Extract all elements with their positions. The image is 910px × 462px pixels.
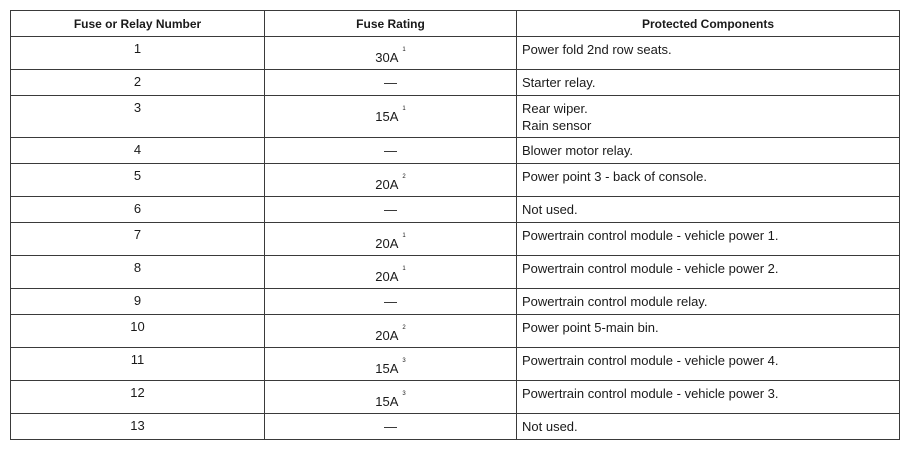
- protected-components-cell: Power fold 2nd row seats.: [516, 36, 900, 70]
- protected-components-cell: Powertrain control module - vehicle powe…: [516, 222, 900, 256]
- header-fuse-number: Fuse or Relay Number: [10, 10, 265, 37]
- footnote-marker: 1: [402, 106, 406, 112]
- fuse-rating-value: 15A: [375, 394, 399, 409]
- fuse-rating-cell: 15A 3: [264, 347, 517, 381]
- fuse-rating-value: —: [384, 419, 397, 434]
- protected-components-cell: Not used.: [516, 413, 900, 440]
- table-row: 1 30A 1 Power fold 2nd row seats.: [10, 36, 900, 70]
- fuse-table: Fuse or Relay Number Fuse Rating Protect…: [10, 10, 900, 440]
- table-row: 5 20A 2 Power point 3 - back of console.: [10, 163, 900, 197]
- footnote-marker: 3: [402, 358, 406, 364]
- fuse-rating-value: —: [384, 294, 397, 309]
- component-line: Powertrain control module relay.: [522, 294, 708, 309]
- fuse-rating-cell: 15A 3: [264, 380, 517, 414]
- fuse-rating-cell: —: [264, 288, 517, 315]
- fuse-rating-cell: 15A 1: [264, 95, 517, 138]
- protected-components-cell: Starter relay.: [516, 69, 900, 96]
- component-line: Blower motor relay.: [522, 143, 634, 158]
- fuse-rating-value: —: [384, 143, 397, 158]
- table-row: 7 20A 1 Powertrain control module - vehicle…: [10, 222, 900, 256]
- protected-components-cell: Power point 5-main bin.: [516, 314, 900, 348]
- footnote-marker: 2: [402, 174, 406, 180]
- fuse-rating-cell: 20A 2: [264, 314, 517, 348]
- table-row: 13 — Not used.: [10, 413, 900, 440]
- table-row: 9 — Powertrain control module relay.: [10, 288, 900, 315]
- protected-components-cell: Rear wiper. Rain sensor: [516, 95, 900, 138]
- protected-components-cell: Powertrain control module - vehicle powe…: [516, 380, 900, 414]
- component-line: Not used.: [522, 202, 578, 217]
- component-line: Powertrain control module - vehicle powe…: [522, 353, 779, 368]
- fuse-rating-cell: 20A 2: [264, 163, 517, 197]
- table-row: 10 20A 2 Power point 5-main bin.: [10, 314, 900, 348]
- fuse-number-cell: 9: [10, 288, 265, 315]
- footnote-marker: 3: [402, 391, 406, 397]
- header-fuse-rating: Fuse Rating: [264, 10, 517, 37]
- fuse-number-cell: 13: [10, 413, 265, 440]
- protected-components-cell: Powertrain control module - vehicle powe…: [516, 255, 900, 289]
- fuse-rating-cell: 20A 1: [264, 222, 517, 256]
- component-line: Powertrain control module - vehicle powe…: [522, 228, 779, 243]
- table-row: 4 — Blower motor relay.: [10, 137, 900, 164]
- fuse-number-cell: 6: [10, 196, 265, 223]
- protected-components-cell: Powertrain control module - vehicle powe…: [516, 347, 900, 381]
- fuse-rating-cell: 30A 1: [264, 36, 517, 70]
- fuse-rating-cell: —: [264, 413, 517, 440]
- fuse-rating-value: 20A: [375, 177, 399, 192]
- protected-components-cell: Powertrain control module relay.: [516, 288, 900, 315]
- fuse-number-cell: 4: [10, 137, 265, 164]
- fuse-number-cell: 10: [10, 314, 265, 348]
- fuse-rating-value: 15A: [375, 109, 399, 124]
- table-row: 8 20A 1 Powertrain control module - vehicle…: [10, 255, 900, 289]
- table-row: 3 15A 1 Rear wiper. Rain sensor: [10, 95, 900, 138]
- component-line: Not used.: [522, 419, 578, 434]
- protected-components-cell: Power point 3 - back of console.: [516, 163, 900, 197]
- footnote-marker: 1: [402, 47, 406, 53]
- fuse-rating-value: 20A: [375, 328, 399, 343]
- fuse-number-cell: 3: [10, 95, 265, 138]
- table-row: 2 — Starter relay.: [10, 69, 900, 96]
- table-header-row: Fuse or Relay Number Fuse Rating Protect…: [10, 10, 900, 37]
- fuse-rating-value: 20A: [375, 236, 399, 251]
- fuse-rating-cell: —: [264, 137, 517, 164]
- component-line: Rear wiper.: [522, 101, 588, 116]
- component-line: Power point 3 - back of console.: [522, 169, 707, 184]
- protected-components-cell: Not used.: [516, 196, 900, 223]
- table-row: 6 — Not used.: [10, 196, 900, 223]
- footnote-marker: 1: [402, 266, 406, 272]
- component-line: Starter relay.: [522, 75, 596, 90]
- header-protected-components: Protected Components: [516, 10, 900, 37]
- fuse-number-cell: 7: [10, 222, 265, 256]
- fuse-rating-value: —: [384, 75, 397, 90]
- component-line: Power point 5-main bin.: [522, 320, 659, 335]
- table-row: 11 15A 3 Powertrain control module - vehicl…: [10, 347, 900, 381]
- fuse-number-cell: 12: [10, 380, 265, 414]
- fuse-number-cell: 8: [10, 255, 265, 289]
- table-row: 12 15A 3 Powertrain control module - vehicl…: [10, 380, 900, 414]
- component-line: Rain sensor: [522, 118, 592, 133]
- table-body: 1 30A 1 Power fold 2nd row seats. 2— Starter …: [10, 36, 900, 440]
- footnote-marker: 2: [402, 325, 406, 331]
- component-line: Powertrain control module - vehicle powe…: [522, 386, 779, 401]
- fuse-number-cell: 5: [10, 163, 265, 197]
- fuse-number-cell: 2: [10, 69, 265, 96]
- fuse-rating-value: —: [384, 202, 397, 217]
- component-line: Power fold 2nd row seats.: [522, 42, 672, 57]
- fuse-number-cell: 1: [10, 36, 265, 70]
- component-line: Powertrain control module - vehicle powe…: [522, 261, 779, 276]
- fuse-rating-cell: —: [264, 69, 517, 96]
- fuse-rating-value: 20A: [375, 269, 399, 284]
- footnote-marker: 1: [402, 233, 406, 239]
- fuse-number-cell: 11: [10, 347, 265, 381]
- fuse-rating-value: 15A: [375, 361, 399, 376]
- fuse-rating-cell: —: [264, 196, 517, 223]
- fuse-rating-value: 30A: [375, 50, 399, 65]
- fuse-rating-cell: 20A 1: [264, 255, 517, 289]
- protected-components-cell: Blower motor relay.: [516, 137, 900, 164]
